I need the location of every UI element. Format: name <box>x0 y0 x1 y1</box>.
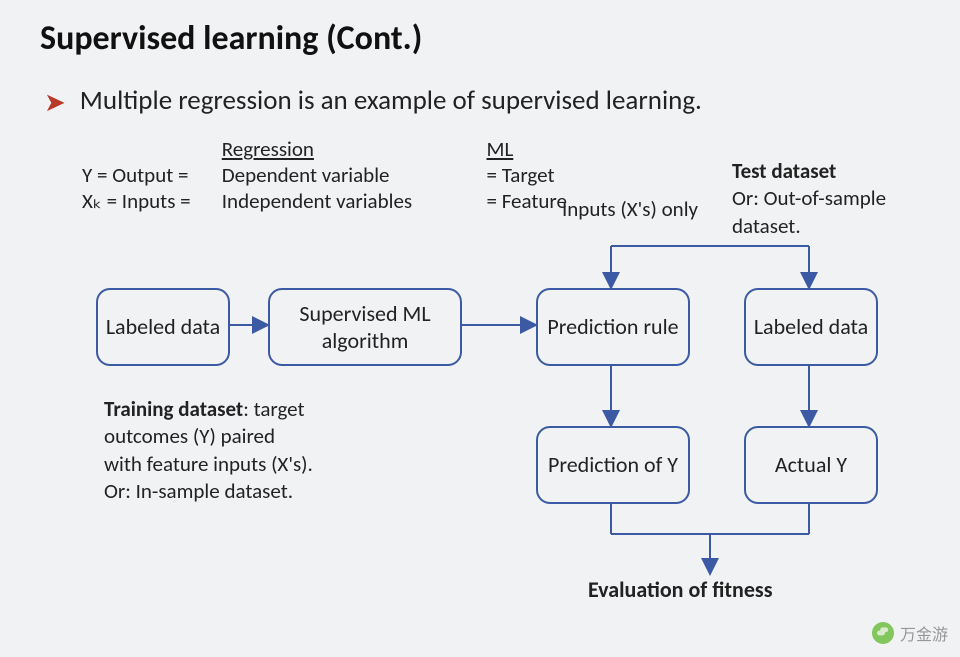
node-prediction-of-y: Prediction of Y <box>536 426 690 504</box>
node-supervised-ml-algorithm: Supervised ML algorithm <box>268 288 462 366</box>
watermark: 万金游 <box>872 621 948 645</box>
defs-r1-c1: Y = Output = <box>82 162 217 188</box>
node-actual-y: Actual Y <box>744 426 878 504</box>
bullet-text: Multiple regression is an example of sup… <box>80 84 702 117</box>
slide-title: Supervised learning (Cont.) <box>40 18 422 59</box>
ann-training-r2: outcomes (Y) paired <box>104 423 275 449</box>
ann-inputs-only: Inputs (X's) only <box>560 196 700 223</box>
ann-test-dataset-bold: Test dataset <box>732 158 836 184</box>
slide: Supervised learning (Cont.) ➤ Multiple r… <box>0 0 960 657</box>
defs-r2-c1: Xₖ = Inputs = <box>82 188 217 214</box>
defs-r2-c3: = Feature <box>487 188 567 214</box>
bullet-row: ➤ Multiple regression is an example of s… <box>44 84 702 117</box>
definitions-block: Regression ML Y = Output = Dependent var… <box>82 136 567 214</box>
defs-heading-ml: ML <box>487 136 514 162</box>
ann-training-r3: with feature inputs (X's). <box>104 451 313 477</box>
ann-test-dataset: Test dataset Or: Out-of-sample dataset. <box>732 158 932 240</box>
node-prediction-rule: Prediction rule <box>536 288 690 366</box>
evaluation-label: Evaluation of fitness <box>588 576 772 603</box>
defs-r1-c2: Dependent variable <box>222 162 482 188</box>
node-labeled-data-1: Labeled data <box>96 288 230 366</box>
node-labeled-data-2: Labeled data <box>744 288 878 366</box>
ann-training-r1: : target <box>243 396 304 422</box>
ann-training-dataset: Training dataset: target outcomes (Y) pa… <box>104 396 364 505</box>
defs-r2-c2: Independent variables <box>222 188 482 214</box>
bullet-marker-icon: ➤ <box>44 89 66 115</box>
defs-heading-regression: Regression <box>222 136 482 162</box>
ann-test-dataset-rest: Or: Out-of-sample dataset. <box>732 185 886 238</box>
defs-r1-c3: = Target <box>487 162 555 188</box>
ann-training-bold: Training dataset <box>104 396 243 422</box>
watermark-text: 万金游 <box>900 621 948 645</box>
ann-training-r4: Or: In-sample dataset. <box>104 478 293 504</box>
wechat-icon <box>872 622 894 644</box>
